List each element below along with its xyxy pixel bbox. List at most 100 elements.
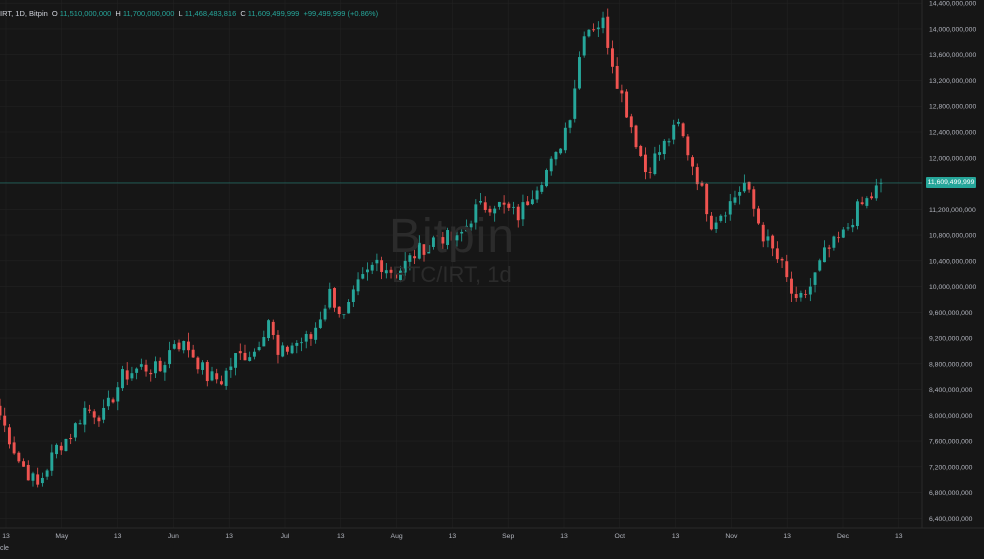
candle-body <box>662 140 666 155</box>
candle-body <box>59 445 63 451</box>
time-tick-label: Nov <box>725 533 738 540</box>
time-tick-label: 13 <box>672 533 680 540</box>
candle-body <box>766 236 770 241</box>
price-tick-label: 13,600,000,000 <box>929 52 976 59</box>
candle-body <box>69 438 73 440</box>
candle-body <box>73 423 77 438</box>
price-tick-label: 10,000,000,000 <box>929 284 976 291</box>
candle-body <box>186 341 190 351</box>
candle-body <box>248 357 252 361</box>
candle-body <box>742 182 746 192</box>
candle-body <box>370 264 374 271</box>
candle-body <box>375 259 379 264</box>
candle-body <box>333 288 336 308</box>
candle-body <box>149 372 153 375</box>
candle-body <box>154 361 157 374</box>
candle-body <box>578 57 581 89</box>
candle-body <box>464 225 468 232</box>
candle-body <box>634 125 638 148</box>
time-tick-label: Aug <box>391 533 403 540</box>
candle-body <box>78 423 82 425</box>
candle-body <box>366 269 369 273</box>
candle-body <box>667 141 671 143</box>
candle-body <box>300 342 303 344</box>
candle-body <box>408 255 412 262</box>
time-axis[interactable]: 13 May 13 Jun 13 Jul 13 Aug 13 Sep 13 Oct 13 Nov 13 Dec… <box>2 533 903 540</box>
candle-body <box>686 136 690 156</box>
price-tick-label: 14,000,000,000 <box>929 26 976 33</box>
candle-body <box>460 231 464 234</box>
low-value: 11,468,483,816 <box>184 9 237 18</box>
candle-body <box>724 215 727 217</box>
candle-body <box>771 235 775 249</box>
candle-body <box>347 302 351 314</box>
candle-body <box>97 417 101 422</box>
price-tick-label: 9,600,000,000 <box>929 310 973 317</box>
candle-body <box>479 201 483 203</box>
candle-body <box>135 368 139 373</box>
candle-body <box>483 202 487 210</box>
price-tick-label: 14,400,000,000 <box>929 1 976 8</box>
candle-body <box>799 292 803 298</box>
candles <box>0 8 883 488</box>
candle-body <box>17 452 21 462</box>
candle-body <box>874 185 878 199</box>
candle-body <box>775 248 779 260</box>
candle-body <box>356 279 360 292</box>
time-tick-label: Dec <box>837 533 850 540</box>
price-tick-label: 8,000,000,000 <box>929 413 973 420</box>
candle-body <box>361 274 365 279</box>
candle-body <box>3 415 7 426</box>
price-tick-label: 6,400,000,000 <box>929 516 973 523</box>
candle-body <box>804 294 808 296</box>
candle-body <box>865 198 869 206</box>
candle-body <box>201 362 205 370</box>
candle-body <box>111 399 115 403</box>
bottom-toolbar-text[interactable]: cle <box>0 545 9 552</box>
candle-body <box>676 121 680 124</box>
watermark-title: Bitpin <box>388 210 516 263</box>
price-axis[interactable]: 6,400,000,000 6,800,000,000 7,200,000,000 7… <box>929 1 976 523</box>
candle-body <box>88 409 91 411</box>
candle-body <box>709 215 713 230</box>
candle-body <box>790 278 793 294</box>
candle-body <box>431 237 435 247</box>
candle-body <box>832 236 836 248</box>
candle-body <box>545 170 548 187</box>
price-tick-label: 8,800,000,000 <box>929 361 973 368</box>
price-tick-label: 12,000,000,000 <box>929 155 976 162</box>
time-tick-label: 13 <box>337 533 345 540</box>
candle-body <box>163 365 167 373</box>
price-tick-label: 13,200,000,000 <box>929 78 976 85</box>
price-tick-label: 11,200,000,000 <box>929 207 976 214</box>
candle-body <box>559 148 563 154</box>
candle-body <box>144 364 148 372</box>
candle-body <box>818 260 822 271</box>
candle-body <box>851 224 855 228</box>
candle-body <box>196 357 200 370</box>
low-key: L <box>178 9 183 18</box>
time-tick-label: May <box>55 533 68 540</box>
price-tick-label: 10,800,000,000 <box>929 233 976 240</box>
price-tick-label: 10,400,000,000 <box>929 258 976 265</box>
candle-body <box>648 172 652 173</box>
candle-body <box>45 470 49 477</box>
candle-body <box>139 364 143 367</box>
candle-body <box>752 189 756 209</box>
candle-body <box>106 397 110 407</box>
candle-body <box>337 306 341 314</box>
candle-body <box>413 256 417 259</box>
candle-body <box>728 201 732 215</box>
candle-body <box>22 461 26 467</box>
candle-body <box>26 464 30 481</box>
candle-body <box>267 320 271 339</box>
candle-body <box>860 202 864 205</box>
high-value: 11,700,000,000 <box>122 9 175 18</box>
candle-body <box>31 473 35 481</box>
candle-body <box>610 48 614 67</box>
watermark: Bitpin BTC/IRT, 1d <box>382 212 522 288</box>
price-tick-label: 8,400,000,000 <box>929 387 973 394</box>
